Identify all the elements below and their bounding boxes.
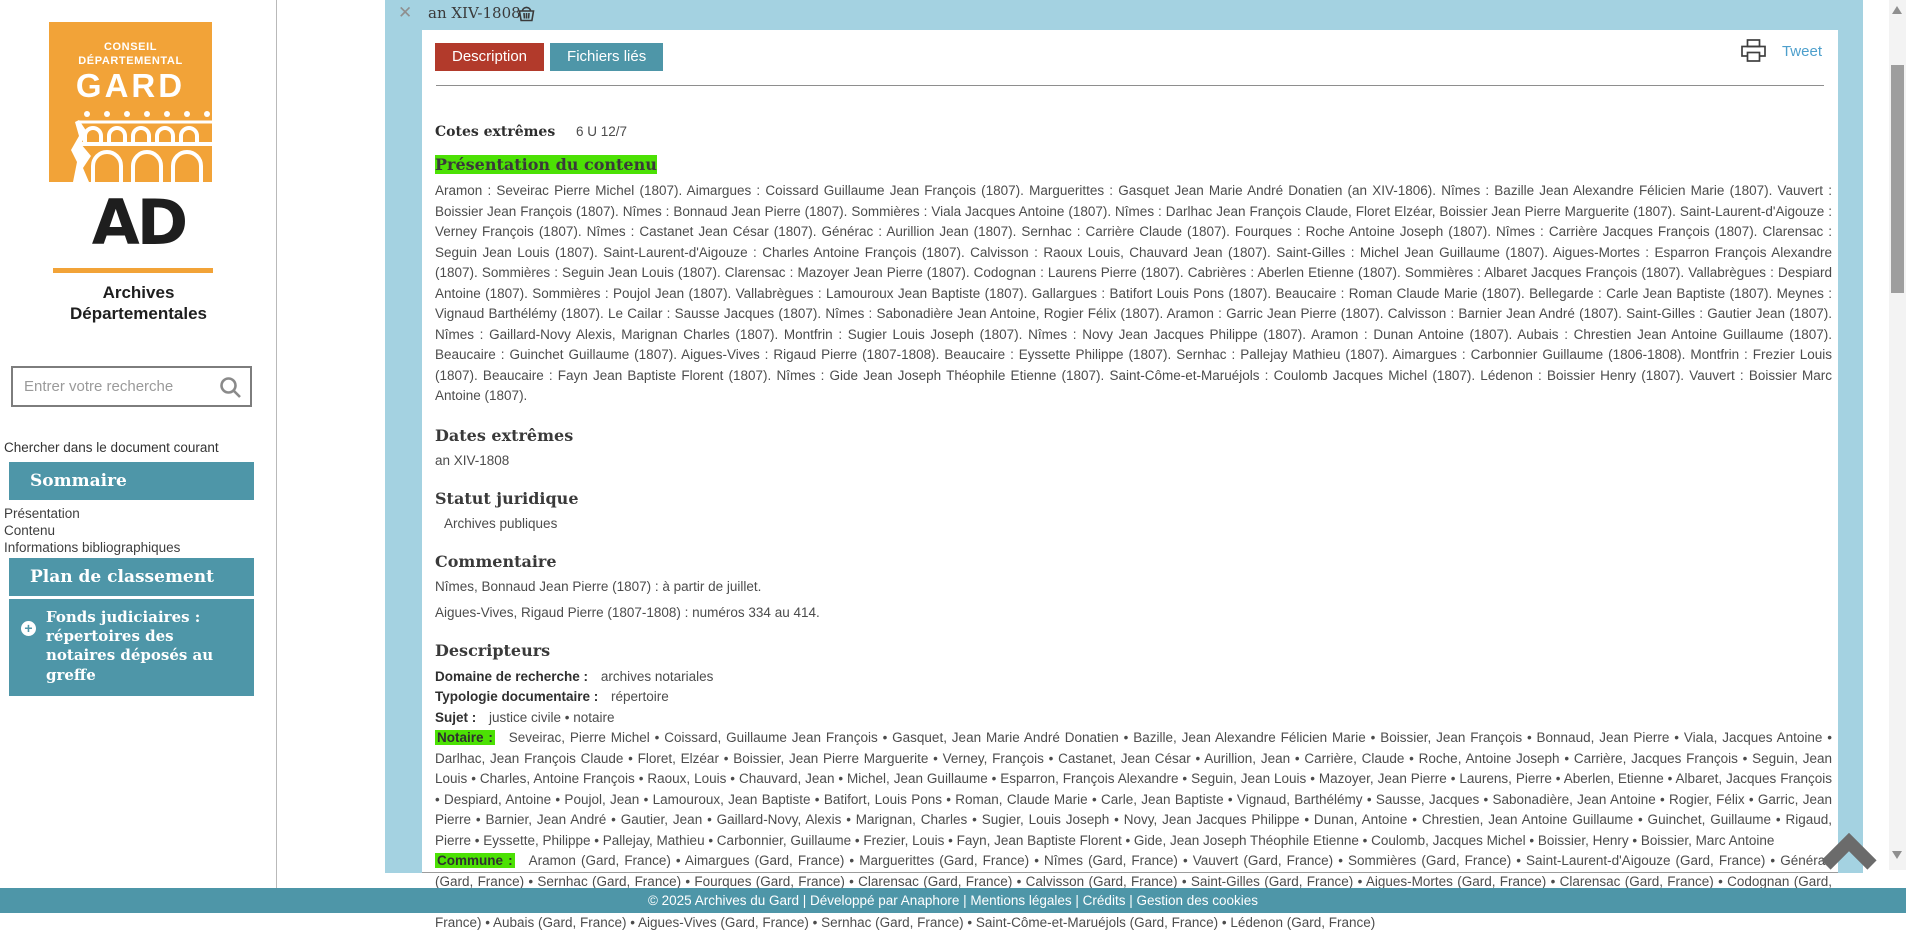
record-titlebar: ✕ an XIV-1808 [385,0,1863,30]
sidebar-item-presentation[interactable]: Présentation [4,505,180,522]
record-panel: ✕ an XIV-1808 Description Fichiers liés [385,0,1863,873]
sidebar: CONSEIL DÉPARTEMENTAL GARD [0,0,277,889]
record-content: Cotes extrêmes 6 U 12/7 Présentation du … [422,124,1838,933]
page-scrollbar[interactable] [1889,0,1906,870]
dates-extremes-value: an XIV-1808 [435,452,1832,470]
logo-divider [53,268,213,273]
search-input[interactable] [13,368,218,405]
header-divider [436,85,1824,86]
statut-juridique-value: Archives publiques [435,515,1832,533]
aqueduct-icon [49,110,212,182]
cotes-extremes-value: 6 U 12/7 [576,124,627,139]
expand-plus-icon[interactable]: + [21,621,36,636]
dates-extremes-heading: Dates extrêmes [435,426,1832,445]
domaine-de-recherche-label: Domaine de recherche : [435,669,588,684]
search-icon[interactable] [218,375,243,400]
notaire-value[interactable]: Seveirac, Pierre Michel • Coissard, Guil… [435,730,1832,848]
sidebar-links: Présentation Contenu Informations biblio… [4,505,180,556]
close-icon[interactable]: ✕ [398,3,412,23]
logo-ad-abbr: AD [0,184,277,262]
scrollbar-down-arrow-icon[interactable] [1892,851,1902,859]
notaire-label: Notaire : [435,730,495,745]
sidebar-section-sommaire[interactable]: Sommaire [9,462,254,500]
tab-description[interactable]: Description [435,43,544,71]
sidebar-section-plan-de-classement[interactable]: Plan de classement [9,558,254,596]
search-scope-hint: Chercher dans le document courant [4,440,219,455]
sujet-value[interactable]: justice civile • notaire [489,710,615,725]
cotes-extremes-label: Cotes extrêmes [435,124,555,140]
search-box [11,366,252,407]
sujet-label: Sujet : [435,710,476,725]
typologie-documentaire-value[interactable]: répertoire [611,689,669,704]
typologie-documentaire-label: Typologie documentaire : [435,689,598,704]
basket-icon[interactable] [517,4,536,23]
fonds-label: Fonds judiciaires : répertoires des nota… [46,608,213,684]
commentaire-line-1: Nîmes, Bonnaud Jean Pierre (1807) : à pa… [435,578,1832,596]
sidebar-item-fonds-judiciaires[interactable]: + Fonds judiciaires : répertoires des no… [9,599,254,696]
scrollbar-thumb[interactable] [1891,65,1904,293]
commentaire-heading: Commentaire [435,552,1832,571]
statut-juridique-heading: Statut juridique [435,489,1832,508]
record-card: Description Fichiers liés Tweet Cotes ex… [422,30,1838,873]
tab-fichiers-lies[interactable]: Fichiers liés [550,43,663,71]
commentaire-line-2: Aigues-Vives, Rigaud Pierre (1807-1808) … [435,604,1832,622]
scrollbar-up-arrow-icon[interactable] [1892,6,1902,14]
gard-logo[interactable]: CONSEIL DÉPARTEMENTAL GARD [49,22,212,182]
presentation-du-contenu-text: Aramon : Seveirac Pierre Michel (1807). … [435,181,1832,407]
logo-org-line2: Départementales [0,304,277,325]
descripteurs-heading: Descripteurs [435,641,1832,660]
domaine-de-recherche-value[interactable]: archives notariales [601,669,714,684]
logo-org-line1: Archives [0,283,277,304]
logo-dept-line1: CONSEIL [49,41,212,55]
presentation-du-contenu-heading: Présentation du contenu [435,155,657,174]
back-to-top-icon[interactable] [1820,833,1878,871]
sidebar-item-contenu[interactable]: Contenu [4,522,180,539]
tweet-link[interactable]: Tweet [1782,43,1822,60]
sidebar-item-informations-bibliographiques[interactable]: Informations bibliographiques [4,539,180,556]
commune-label: Commune : [435,853,515,868]
logo-gard-name: GARD [49,69,212,104]
footer[interactable]: © 2025 Archives du Gard | Développé par … [0,888,1906,913]
tabs: Description Fichiers liés [435,43,663,71]
print-icon[interactable] [1740,38,1767,64]
record-title: an XIV-1808 [428,4,521,22]
